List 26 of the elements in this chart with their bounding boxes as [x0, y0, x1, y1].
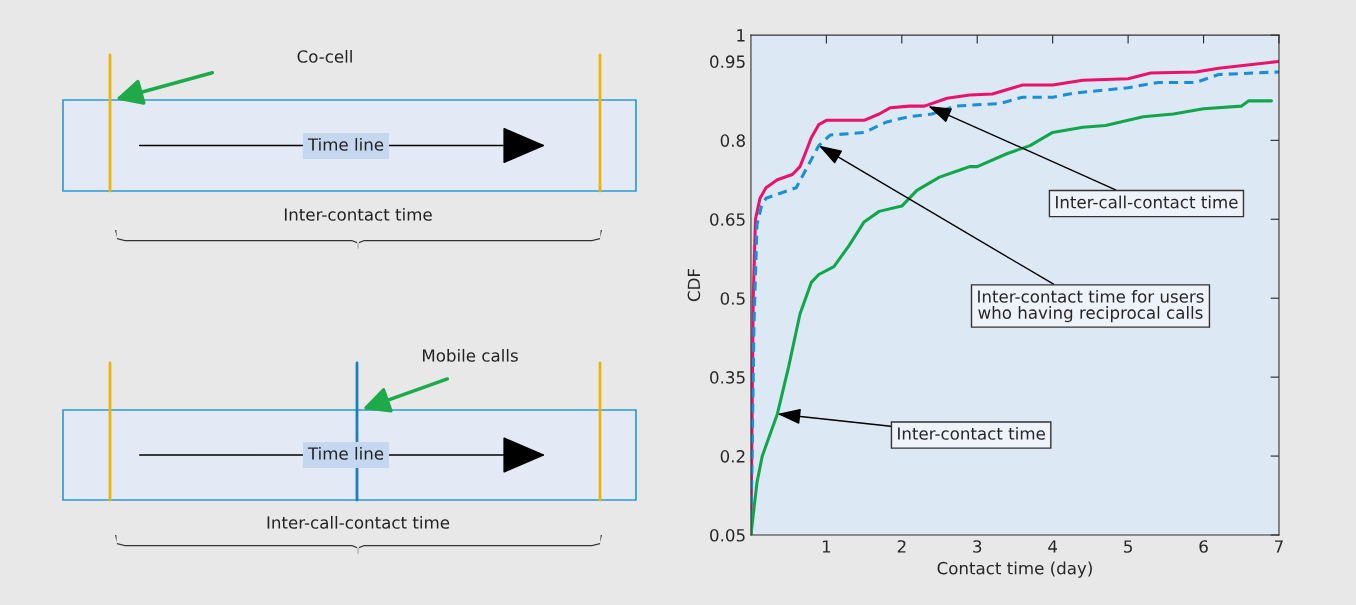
- x-tick-label: 1: [822, 540, 831, 553]
- annotation: Inter-contact time for users who having reciprocal calls: [978, 289, 1204, 323]
- text: Inter-contact time: [284, 207, 432, 221]
- x-tick-label: 6: [1199, 540, 1208, 553]
- y-tick-label: 0.8: [720, 134, 745, 147]
- y-tick-label: 0.5: [720, 292, 745, 305]
- x-tick-label: 2: [897, 540, 906, 553]
- y-tick-label: 0.35: [710, 371, 745, 384]
- text: Co-cell: [297, 49, 352, 63]
- x-tick-label: 4: [1048, 540, 1058, 553]
- y-tick-label: 1: [737, 29, 745, 42]
- text: Time line: [307, 137, 384, 151]
- text: Time line: [307, 446, 384, 460]
- text: Mobile calls: [422, 348, 518, 362]
- annotation: Inter-call-contact time: [1056, 195, 1238, 209]
- y-tick-label: 0.2: [720, 450, 745, 463]
- y-tick-label: 0.95: [710, 55, 745, 68]
- annotation: Inter-contact time: [898, 426, 1045, 440]
- y-axis-title: CDF: [687, 268, 701, 302]
- text: Inter-call-contact time: [267, 515, 450, 529]
- x-tick-label: 7: [1275, 540, 1283, 553]
- x-tick-label: 3: [973, 540, 982, 553]
- x-axis-title: Contact time (day): [937, 561, 1092, 578]
- x-tick-label: 5: [1124, 540, 1132, 553]
- y-tick-label: 0.05: [710, 528, 745, 542]
- y-tick-label: 0.65: [710, 213, 745, 226]
